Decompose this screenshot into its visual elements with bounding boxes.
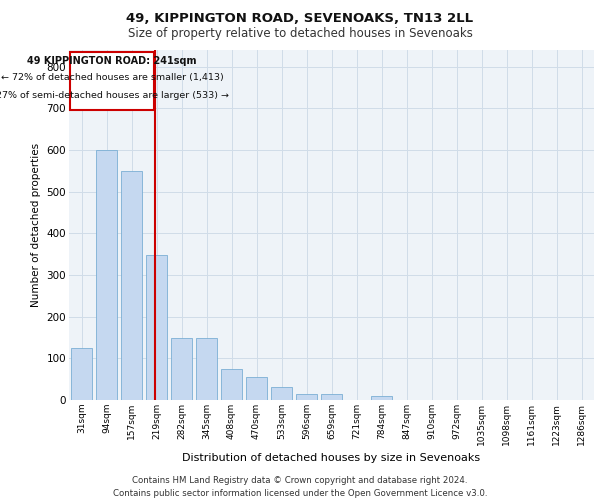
- Bar: [371, 396, 392, 400]
- Bar: [321, 394, 342, 400]
- Bar: [196, 338, 217, 400]
- Bar: [71, 348, 92, 400]
- Text: 27% of semi-detached houses are larger (533) →: 27% of semi-detached houses are larger (…: [0, 91, 229, 100]
- Text: Size of property relative to detached houses in Sevenoaks: Size of property relative to detached ho…: [128, 28, 472, 40]
- Text: 49 KIPPINGTON ROAD: 241sqm: 49 KIPPINGTON ROAD: 241sqm: [28, 56, 197, 66]
- Bar: [221, 369, 242, 400]
- Y-axis label: Number of detached properties: Number of detached properties: [31, 143, 41, 307]
- Bar: [70, 52, 154, 110]
- Text: 49, KIPPINGTON ROAD, SEVENOAKS, TN13 2LL: 49, KIPPINGTON ROAD, SEVENOAKS, TN13 2LL: [127, 12, 473, 26]
- Text: Contains HM Land Registry data © Crown copyright and database right 2024.
Contai: Contains HM Land Registry data © Crown c…: [113, 476, 487, 498]
- Bar: [246, 377, 267, 400]
- Bar: [121, 171, 142, 400]
- Bar: [271, 386, 292, 400]
- Bar: [96, 150, 117, 400]
- Bar: [296, 394, 317, 400]
- Bar: [171, 338, 192, 400]
- Text: ← 72% of detached houses are smaller (1,413): ← 72% of detached houses are smaller (1,…: [1, 73, 224, 82]
- Bar: [146, 255, 167, 400]
- X-axis label: Distribution of detached houses by size in Sevenoaks: Distribution of detached houses by size …: [182, 453, 481, 463]
